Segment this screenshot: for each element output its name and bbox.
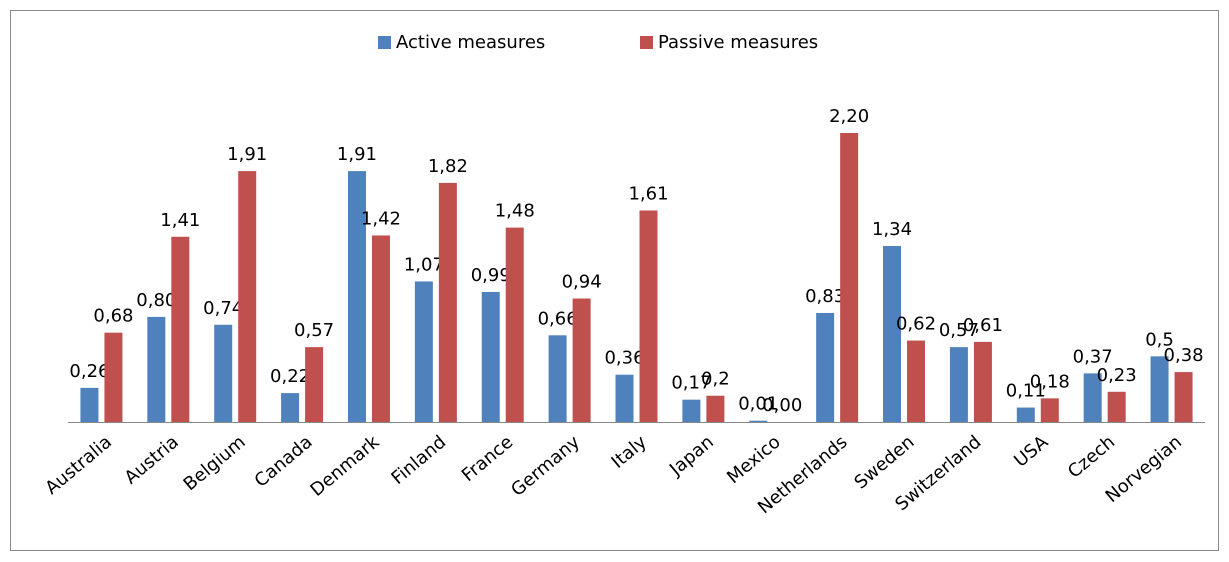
bar <box>214 324 233 422</box>
data-label: 0,11 <box>1006 381 1046 402</box>
bar <box>305 347 324 422</box>
bar <box>883 245 902 422</box>
x-tick-label: Belgium <box>180 432 250 496</box>
data-label: 1,42 <box>361 208 401 229</box>
bar <box>171 236 190 422</box>
x-tick-label: Australia <box>41 432 115 499</box>
bar <box>481 291 500 422</box>
bar <box>1083 373 1102 422</box>
bar <box>639 210 658 422</box>
data-label: 0,62 <box>896 314 936 335</box>
bar <box>347 171 366 422</box>
x-tick-label: Denmark <box>307 431 384 501</box>
x-tick-label: Canada <box>251 432 317 492</box>
bar <box>80 387 99 422</box>
data-label: 1,07 <box>404 254 444 275</box>
bar <box>1040 398 1059 422</box>
data-label: 0,01 <box>738 394 778 415</box>
bar <box>949 347 968 422</box>
data-label: 0,83 <box>805 286 845 307</box>
data-label: 0,57 <box>294 320 334 341</box>
bar <box>548 335 567 422</box>
data-label: 0,66 <box>538 308 578 329</box>
bar <box>414 281 433 422</box>
x-tick-label: Austria <box>121 432 183 489</box>
data-label: 1,48 <box>495 201 535 222</box>
x-tick-label: Germany <box>507 431 584 500</box>
data-label: 0,99 <box>471 265 511 286</box>
data-label: 0,57 <box>939 320 979 341</box>
data-label: 2,20 <box>829 106 869 127</box>
x-tick-label: Finland <box>388 432 451 489</box>
data-label: 0,80 <box>136 290 176 311</box>
bar <box>371 235 390 422</box>
data-label: 1,61 <box>628 184 668 205</box>
bar <box>973 341 992 422</box>
legend-swatch <box>640 36 653 49</box>
data-label: 0,68 <box>93 306 133 327</box>
x-tick-label: Japan <box>665 432 718 481</box>
data-label: 0,61 <box>963 315 1003 336</box>
bar <box>682 399 701 422</box>
data-label: 0,94 <box>562 272 602 293</box>
data-label: 0,22 <box>270 366 310 387</box>
bar <box>749 420 768 422</box>
x-tick-label: Czech <box>1064 432 1119 483</box>
bar <box>1150 356 1169 422</box>
data-label: 1,34 <box>872 219 912 240</box>
data-label: 1,82 <box>428 156 468 177</box>
data-label: 0,17 <box>671 373 711 394</box>
bar <box>615 374 634 422</box>
data-label: 0,2 <box>701 369 730 390</box>
x-tick-label: Italy <box>608 431 652 472</box>
data-label: 0,74 <box>203 298 243 319</box>
bar <box>572 298 591 422</box>
bar <box>281 393 300 422</box>
legend-swatch <box>378 36 391 49</box>
data-label: 0,26 <box>69 361 109 382</box>
data-label: 0,38 <box>1164 345 1204 366</box>
data-label: 1,41 <box>160 210 200 231</box>
x-tick-label: France <box>458 432 517 487</box>
bar <box>238 171 257 422</box>
bar <box>706 395 725 422</box>
bar <box>1174 372 1193 422</box>
data-label: 0,5 <box>1145 329 1174 350</box>
x-tick-label: USA <box>1010 431 1053 471</box>
chart-frame <box>10 10 1219 551</box>
bar <box>1107 391 1126 422</box>
bar <box>840 133 859 422</box>
bar <box>907 340 926 422</box>
data-label: 0,36 <box>604 348 644 369</box>
legend: Active measures Passive measures <box>378 32 818 53</box>
bar <box>505 227 524 422</box>
legend-label: Passive measures <box>658 32 818 53</box>
bar <box>104 332 123 422</box>
legend-label: Active measures <box>396 32 545 53</box>
bar <box>1016 407 1035 422</box>
data-label: 0,18 <box>1030 371 1070 392</box>
data-label: 0,00 <box>762 395 802 416</box>
data-label: 1,91 <box>227 144 267 165</box>
bar <box>147 316 166 422</box>
data-label: 0,23 <box>1097 365 1137 386</box>
data-label: 1,91 <box>337 144 377 165</box>
bar <box>816 312 835 422</box>
x-tick-label: Mexico <box>723 432 785 488</box>
data-label: 0,37 <box>1073 346 1113 367</box>
bar <box>438 182 457 422</box>
